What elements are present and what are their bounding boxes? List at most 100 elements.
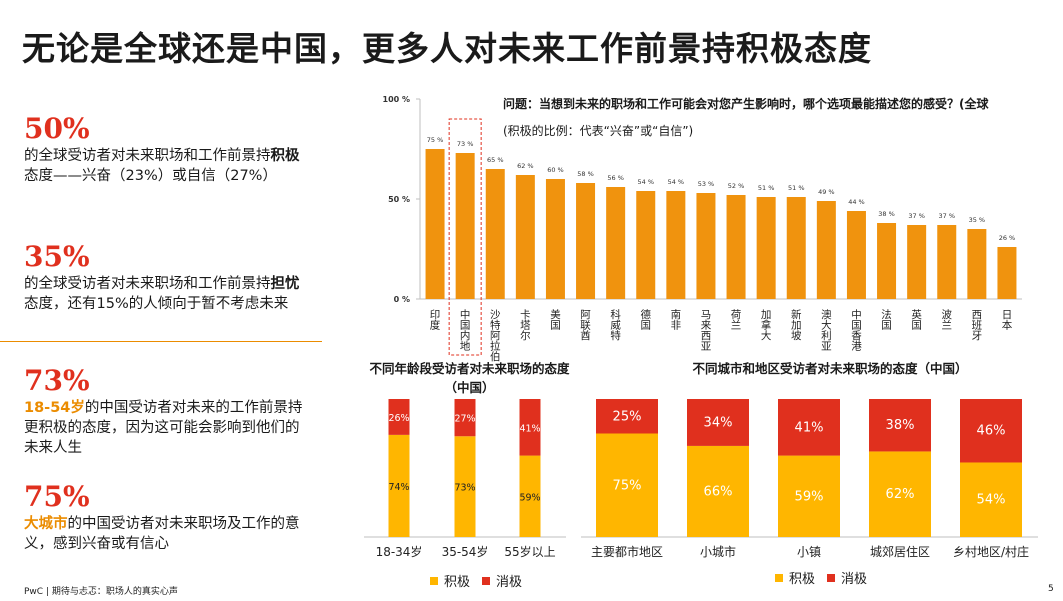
category-label: 英国: [911, 308, 922, 332]
stat-number: 35%: [24, 240, 90, 273]
bar-value-label: 52 %: [728, 182, 745, 190]
category-label: 新加坡: [791, 308, 802, 342]
category-label: 法国: [881, 308, 892, 332]
category-label: 德国: [641, 308, 652, 332]
category-label: 印度: [430, 309, 441, 332]
bar-segment-negative: [687, 399, 749, 446]
legend-swatch-negative: [827, 573, 836, 582]
stat-number: 50%: [24, 112, 90, 145]
bar-segment-positive: [596, 433, 658, 537]
bar: [666, 191, 686, 299]
category-label: 主要都市地区: [591, 544, 663, 559]
bar: [907, 225, 927, 299]
bar-value-label: 65 %: [487, 156, 504, 164]
category-label: 科威特: [610, 308, 621, 342]
bar-value-label: 73 %: [457, 140, 474, 148]
stat-text: 的全球受访者对未来职场和工作前景持担忧态度，还有15%的人倾向于暂不考虑未来: [24, 276, 300, 312]
y-tick-label: 0 %: [394, 295, 410, 304]
category-label: 南非: [671, 308, 682, 332]
footer-text: PwC | 期待与忐忑：职场人的真实心声: [24, 587, 178, 597]
bar: [937, 225, 957, 299]
category-label: 卡塔尔: [520, 308, 531, 342]
region-chart-title: 不同城市和地区受访者对未来职场的态度（中国）: [692, 361, 968, 376]
stat-emphasis: 18-54岁: [24, 400, 85, 416]
bar-value-label-negative: 38%: [886, 418, 915, 433]
bar: [485, 169, 505, 299]
stat-block-global-positive: 50% 的全球受访者对未来职场和工作前景持积极态度——兴奋（23%）或自信（27…: [24, 112, 304, 186]
bar-value-label: 26 %: [999, 234, 1016, 242]
category-label: 澳大利亚: [821, 308, 832, 353]
chart-question-note: (积极的比例：代表“兴奋”或“自信”): [503, 124, 694, 138]
bar-value-label-negative: 41%: [519, 423, 540, 434]
age-chart-legend: 积极 消极: [430, 571, 522, 590]
highlight-box: [448, 118, 482, 356]
bar-value-label-positive: 59%: [519, 492, 540, 503]
category-label: 35-54岁: [442, 544, 489, 559]
bar-segment-positive: [960, 462, 1022, 537]
bar: [455, 153, 475, 299]
bar-value-label-positive: 59%: [795, 489, 824, 504]
region-chart-legend: 积极 消极: [775, 568, 867, 587]
bar: [696, 193, 716, 299]
legend-swatch-negative: [482, 576, 491, 585]
legend-label-negative: 消极: [496, 575, 523, 590]
category-label: 阿联酋: [580, 309, 591, 342]
legend-label-positive: 积极: [789, 572, 816, 587]
category-label: 小镇: [797, 545, 821, 559]
category-label: 中国内地: [460, 308, 471, 353]
bar-segment-positive: [388, 434, 410, 537]
bar-value-label: 51 %: [758, 184, 775, 192]
category-label: 55岁以上: [504, 544, 555, 559]
stat-text: 18-54岁的中国受访者对未来的工作前景持更积极的态度，因为这可能会影响到他们的…: [24, 400, 303, 456]
legend-swatch-positive: [775, 573, 783, 582]
category-label: 中国香港: [851, 308, 862, 353]
bar: [967, 229, 987, 299]
bar-segment-negative: [388, 399, 410, 435]
category-label: 波兰: [942, 308, 953, 332]
bar-value-label: 58 %: [577, 170, 594, 178]
bar-value-label: 35 %: [969, 216, 986, 224]
bar-segment-positive: [519, 455, 541, 537]
bar: [515, 175, 535, 299]
bar: [816, 201, 836, 299]
legend-swatch-positive: [430, 576, 438, 585]
bar-segment-negative: [454, 399, 476, 437]
bar: [606, 187, 626, 299]
bar-value-label-negative: 25%: [613, 409, 642, 424]
stat-emphasis: 积极: [270, 148, 300, 164]
bar-segment-positive: [454, 436, 476, 537]
stat-emphasis: 担忧: [270, 276, 300, 292]
bar-value-label-negative: 26%: [388, 413, 409, 424]
page-title: 无论是全球还是中国，更多人对未来工作前景持积极态度: [22, 29, 872, 68]
stat-text: 大城市的中国受访者对未来职场及工作的意义，感到兴奋或有信心: [24, 516, 300, 552]
y-tick-label: 100 %: [383, 95, 411, 104]
bar-segment-negative: [778, 399, 840, 456]
category-label: 荷兰: [731, 309, 742, 332]
category-label: 马来西亚: [701, 309, 712, 353]
stat-emphasis: 大城市: [24, 516, 68, 532]
category-label: 小城市: [700, 544, 736, 559]
bar-value-label-negative: 46%: [977, 424, 1006, 439]
bar-value-label: 49 %: [818, 188, 835, 196]
category-label: 18-34岁: [376, 544, 423, 559]
stat-text: 的全球受访者对未来职场和工作前景持积极态度——兴奋（23%）或自信（27%）: [24, 148, 300, 184]
bar-value-label-positive: 66%: [704, 484, 733, 499]
bar: [425, 149, 445, 299]
bar-value-label: 37 %: [908, 212, 925, 220]
category-label: 美国: [550, 308, 561, 332]
bar: [846, 211, 866, 299]
stat-number: 75%: [24, 480, 90, 513]
bar-value-label: 53 %: [698, 180, 715, 188]
bar-value-label: 51 %: [788, 184, 805, 192]
page-number: 5: [1048, 584, 1054, 594]
bar-segment-positive: [687, 445, 749, 537]
legend-label-positive: 积极: [444, 575, 471, 590]
category-label: 西班牙: [972, 309, 983, 342]
bar-value-label: 56 %: [607, 174, 624, 182]
bar-value-label: 38 %: [878, 210, 895, 218]
stat-block-china-city: 75% 大城市的中国受访者对未来职场及工作的意义，感到兴奋或有信心: [24, 480, 304, 554]
bar-segment-positive: [869, 451, 931, 537]
stat-number: 73%: [24, 364, 90, 397]
stat-block-global-worried: 35% 的全球受访者对未来职场和工作前景持担忧态度，还有15%的人倾向于暂不考虑…: [24, 240, 304, 314]
